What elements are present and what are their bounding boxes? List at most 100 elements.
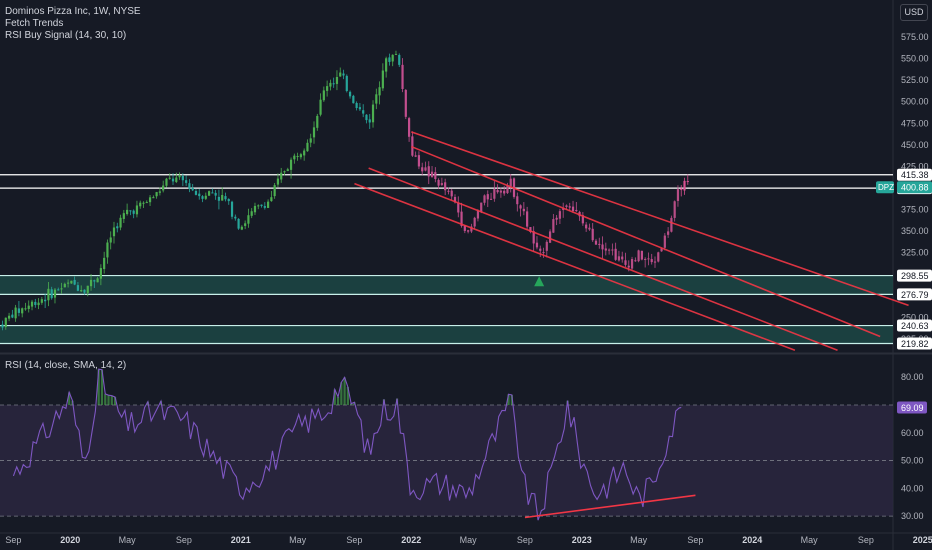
- price-axis-tick-0: 575.00: [901, 32, 929, 42]
- time-axis-tick-11: May: [630, 535, 648, 545]
- candle-body-200: [653, 261, 657, 263]
- candle-body-209: [683, 180, 686, 191]
- price-axis-tick-1: 550.00: [901, 54, 929, 64]
- candle-body-59: [191, 187, 194, 191]
- candle-body-38: [122, 213, 125, 219]
- time-axis-tick-13: 2024: [742, 535, 762, 545]
- time-axis-tick-9: Sep: [517, 535, 533, 545]
- candle-body-126: [411, 136, 414, 156]
- time-axis-tick-8: May: [460, 535, 478, 545]
- symbol-title: Dominos Pizza Inc, 1W, NYSE: [5, 6, 141, 17]
- candle-body-24: [76, 285, 80, 291]
- candle-body-45: [145, 202, 148, 204]
- candle-body-39: [126, 209, 129, 215]
- currency-button[interactable]: USD: [900, 4, 928, 21]
- candle-body-112: [365, 114, 368, 121]
- candle-body-208: [680, 188, 683, 190]
- candle-body-42: [135, 205, 139, 215]
- candle-body-79: [257, 205, 260, 207]
- candle-body-21: [66, 282, 70, 284]
- candle-body-187: [611, 249, 614, 251]
- candle-body-130: [424, 167, 427, 171]
- candle-body-41: [132, 210, 135, 214]
- candle-body-116: [378, 87, 381, 96]
- candle-body-160: [522, 208, 525, 212]
- candle-body-147: [480, 202, 483, 212]
- candle-body-65: [211, 192, 214, 194]
- candle-body-66: [214, 192, 217, 196]
- rsi-axis-tick-1: 60.00: [901, 428, 924, 438]
- candle-body-108: [352, 95, 355, 104]
- candle-body-43: [139, 202, 142, 207]
- candle-body-27: [86, 285, 89, 293]
- rsi-divergence-line: [524, 494, 696, 519]
- candle-body-48: [155, 192, 158, 197]
- candle-body-180: [588, 227, 591, 230]
- price-axis-tick-3: 500.00: [901, 97, 929, 107]
- candle-body-173: [565, 205, 568, 207]
- candle-body-89: [289, 159, 293, 170]
- candle-body-69: [224, 196, 227, 200]
- candle-body-62: [201, 196, 204, 199]
- candle-body-81: [263, 206, 266, 208]
- candle-body-87: [283, 171, 286, 173]
- candle-body-85: [276, 178, 280, 185]
- candle-body-37: [119, 217, 122, 228]
- candle-body-35: [112, 227, 116, 237]
- candle-body-151: [493, 189, 496, 199]
- candle-body-64: [207, 191, 211, 196]
- candle-body-153: [499, 190, 502, 193]
- candle-body-23: [73, 279, 76, 285]
- candle-body-51: [165, 178, 168, 186]
- zone-top-label-1-bg: [897, 269, 932, 282]
- zone-bottom-label-1: 276.79: [901, 290, 929, 300]
- candle-body-141: [460, 211, 463, 227]
- candle-body-210: [686, 181, 689, 183]
- candle-body-204: [667, 231, 670, 235]
- candle-body-110: [358, 107, 362, 110]
- candle-body-70: [227, 199, 230, 202]
- support-zone-2: [0, 325, 893, 344]
- candle-body-150: [489, 198, 493, 200]
- candle-body-8: [24, 308, 27, 310]
- candle-body-101: [329, 82, 332, 87]
- candle-body-20: [63, 283, 66, 288]
- candle-body-115: [375, 94, 378, 104]
- candle-body-75: [244, 223, 247, 226]
- candle-body-6: [17, 308, 21, 313]
- candle-body-4: [11, 314, 14, 318]
- candle-body-128: [417, 155, 421, 167]
- candle-body-135: [440, 183, 443, 186]
- candle-body-186: [608, 249, 611, 251]
- candle-body-118: [385, 58, 388, 72]
- price-axis-tick-13: 250.00: [901, 312, 929, 322]
- candle-body-86: [280, 172, 283, 180]
- candle-body-129: [421, 167, 424, 172]
- candle-body-95: [309, 138, 312, 143]
- candle-body-169: [552, 219, 555, 233]
- candle-body-142: [463, 225, 466, 231]
- candle-body-97: [316, 115, 319, 128]
- indicator-rsi-buy-signal: RSI Buy Signal (14, 30, 10): [5, 30, 127, 41]
- candle-body-49: [158, 191, 161, 193]
- candle-body-83: [270, 197, 273, 202]
- rsi-pane-title: RSI (14, close, SMA, 14, 2): [5, 360, 127, 371]
- candle-body-197: [644, 258, 647, 260]
- candle-body-33: [106, 242, 109, 258]
- candle-body-174: [568, 206, 571, 208]
- candle-body-26: [83, 289, 86, 293]
- candle-body-29: [93, 280, 96, 282]
- candle-body-168: [548, 231, 552, 243]
- rsi-last-tag-bg: [897, 401, 927, 414]
- candle-body-207: [676, 189, 680, 201]
- candle-body-13: [40, 299, 43, 303]
- candle-body-161: [526, 211, 529, 227]
- candle-body-203: [663, 235, 666, 248]
- time-axis-tick-3: Sep: [176, 535, 192, 545]
- candle-body-120: [391, 54, 394, 62]
- candle-body-61: [198, 193, 201, 197]
- candle-body-193: [630, 259, 634, 269]
- candle-body-195: [637, 250, 640, 262]
- candle-body-109: [355, 102, 358, 109]
